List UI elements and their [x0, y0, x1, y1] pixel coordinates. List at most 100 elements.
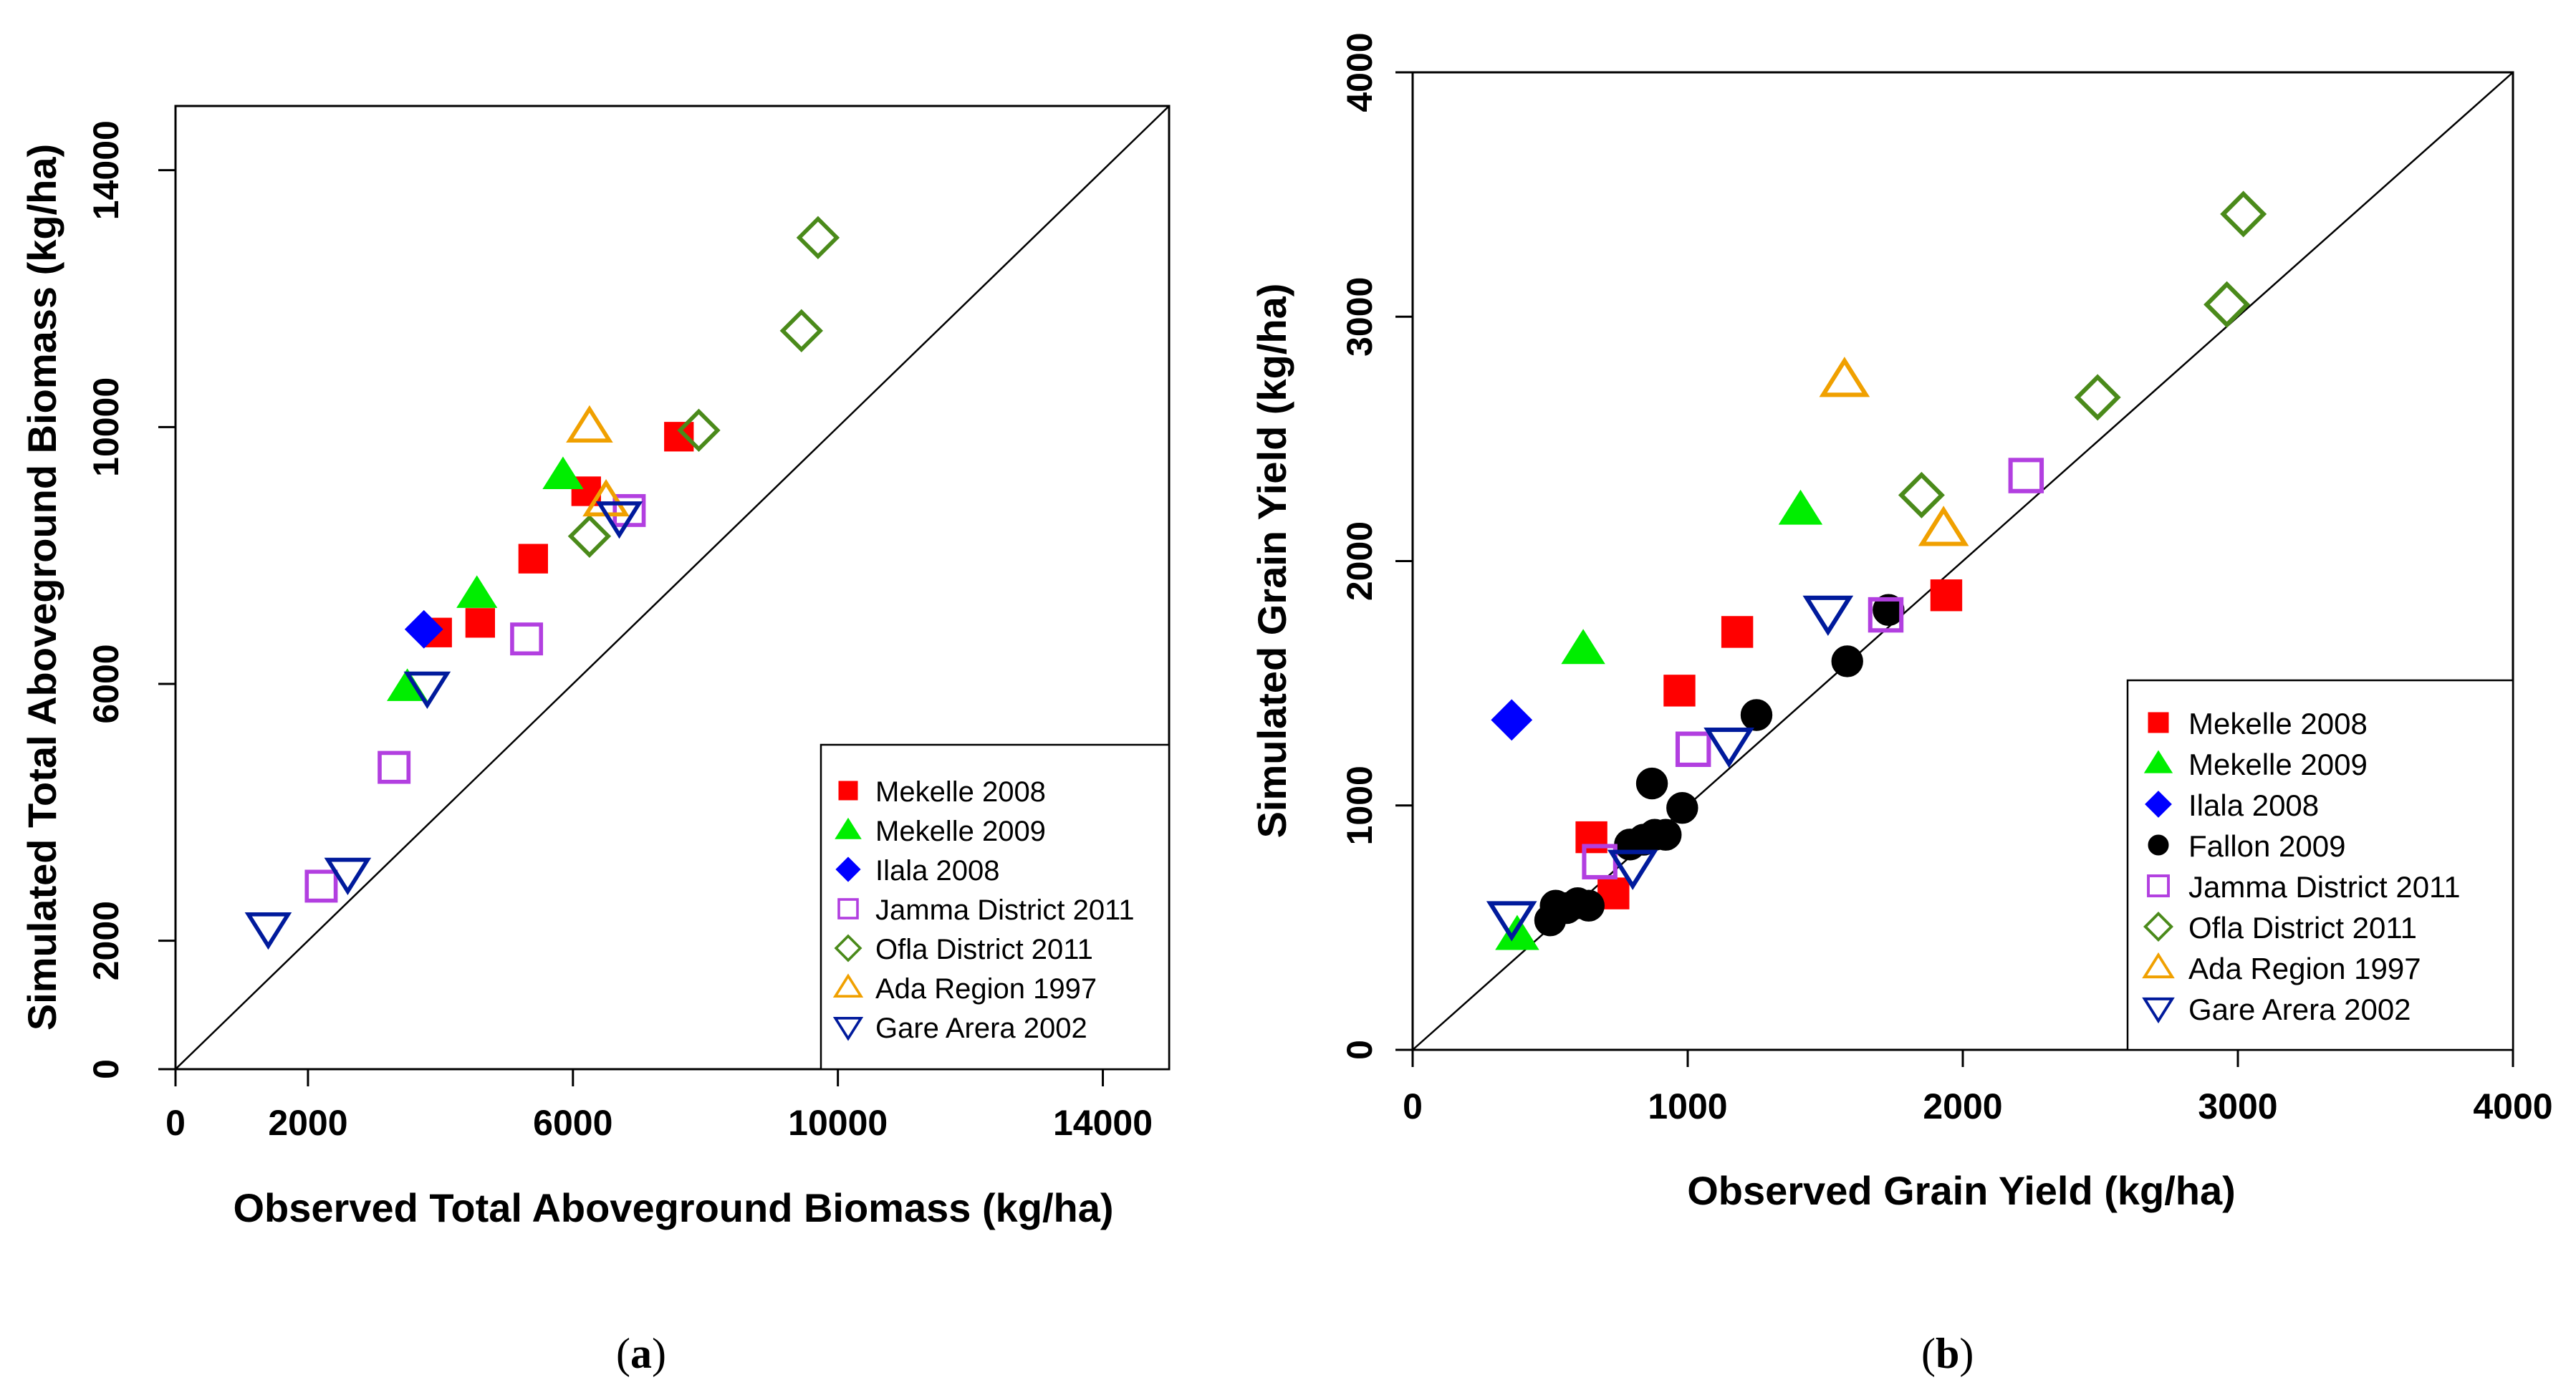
x-tick-label: 2000 [268, 1103, 347, 1143]
legend: Mekelle 2008 Mekelle 2009 Ilala 2008 Fallon… [2126, 679, 2514, 1051]
y-axis-title: Simulated Grain Yield (kg/ha) [1249, 284, 1294, 839]
data-point [796, 216, 840, 260]
series-ada-region-1997 [1819, 357, 1969, 546]
one-to-one-line [175, 105, 1170, 1070]
data-point [244, 912, 292, 950]
data-point [2220, 190, 2267, 238]
data-point [1873, 594, 1905, 626]
data-point [324, 857, 372, 896]
one-to-one-line [1412, 72, 2514, 1051]
x-tick-label: 0 [165, 1103, 186, 1143]
data-point [403, 671, 451, 709]
x-tick-label: 3000 [2198, 1086, 2277, 1126]
legend-label: Ofla District 2011 [2188, 911, 2417, 945]
legend-marker [832, 1016, 864, 1041]
panel-label: (a) [616, 1330, 666, 1377]
legend-marker [2142, 997, 2175, 1024]
legend-marker [835, 856, 861, 882]
data-point [1572, 889, 1605, 922]
panel-label-open: ( [1921, 1330, 1936, 1377]
data-point [1491, 699, 1533, 741]
data-point [595, 501, 643, 539]
y-tick-label: 10000 [86, 377, 126, 477]
data-point [1918, 506, 1969, 546]
legend-marker [2148, 712, 2169, 733]
x-tick-label: 1000 [1648, 1086, 1727, 1126]
series-fallon-2009 [1534, 594, 1905, 937]
series-ofla-district-2011 [1898, 190, 2267, 518]
legend-label: Ada Region 1997 [875, 973, 1097, 1005]
data-point [1607, 849, 1658, 890]
data-point [456, 575, 498, 608]
panel-label-close: ) [1959, 1330, 1974, 1377]
series-gare-arera-2002 [1486, 595, 1854, 942]
legend-marker [2143, 750, 2173, 773]
data-point [1675, 731, 1711, 768]
legend-marker [2145, 791, 2172, 818]
panel-label-open: ( [616, 1330, 630, 1377]
series-mekelle-2008 [1575, 579, 1963, 909]
series-jamma-district-2011 [304, 493, 646, 903]
legend-label: Fallon 2009 [2188, 829, 2346, 863]
chart-panel-a: 0 2000 6000 10000 14000 0 2000 6000 10000 14000 Ob… [19, 105, 1171, 1377]
y-tick-label: 14000 [86, 120, 126, 220]
data-point [2203, 281, 2251, 328]
y-tick-label: 2000 [1340, 521, 1380, 601]
legend-marker [837, 898, 859, 920]
legend-marker [832, 973, 864, 998]
data-point [1831, 645, 1863, 677]
data-point [542, 456, 584, 489]
legend-label: Mekelle 2009 [2188, 748, 2368, 781]
legend-marker [2142, 952, 2175, 979]
legend: Mekelle 2008 Mekelle 2009 Ilala 2008 Jamma … [820, 743, 1171, 1071]
legend-label: Gare Arera 2002 [875, 1013, 1087, 1044]
legend-label: Mekelle 2009 [875, 816, 1046, 847]
y-tick-label: 1000 [1340, 766, 1380, 845]
data-point [1740, 699, 1773, 731]
x-tick-label: 0 [1403, 1086, 1423, 1126]
legend-label: Ofla District 2011 [875, 934, 1093, 965]
series-mekelle-2008 [422, 422, 694, 647]
data-point [1703, 728, 1754, 768]
x-tick-label: 2000 [1923, 1086, 2002, 1126]
data-point [510, 622, 544, 656]
data-point [404, 609, 443, 649]
legend-label: Ilala 2008 [875, 855, 999, 887]
y-axis-title: Simulated Total Aboveground Biomass (kg/… [19, 144, 64, 1031]
plot-frame [174, 105, 1171, 1071]
legend-marker [838, 781, 858, 801]
x-tick-label: 14000 [1053, 1103, 1153, 1143]
data-point [1666, 791, 1698, 824]
data-point [518, 544, 548, 574]
data-point [465, 608, 495, 638]
data-point [2074, 374, 2121, 421]
data-point [304, 869, 338, 903]
data-point [1802, 595, 1854, 636]
y-tick-label: 6000 [86, 644, 126, 723]
series-ilala-2008 [404, 609, 443, 649]
legend-label: Jamma District 2011 [2188, 870, 2461, 904]
y-tick-label: 2000 [86, 901, 126, 980]
panel-label-letter: b [1936, 1330, 1959, 1377]
data-point [1650, 819, 1682, 851]
data-point [2008, 458, 2044, 493]
series-ilala-2008 [1491, 699, 1533, 741]
data-point [779, 309, 823, 353]
x-axis-title: Observed Grain Yield (kg/ha) [1687, 1168, 2236, 1213]
panel-label-letter: a [630, 1330, 652, 1377]
legend-label: Mekelle 2008 [875, 776, 1046, 808]
y-tick-label: 0 [86, 1059, 126, 1079]
data-point [1898, 471, 1945, 518]
legend-marker [2147, 874, 2170, 897]
series-mekelle-2009 [1495, 489, 1823, 950]
legend-marker [834, 934, 862, 962]
data-point [677, 408, 721, 453]
data-point [1778, 489, 1823, 525]
y-tick-label: 4000 [1340, 32, 1380, 112]
legend-label: Ada Region 1997 [2188, 952, 2421, 985]
legend-label: Jamma District 2011 [875, 894, 1135, 926]
x-tick-label: 10000 [788, 1103, 888, 1143]
panel-label: (b) [1921, 1330, 1974, 1377]
data-point [1635, 767, 1668, 800]
